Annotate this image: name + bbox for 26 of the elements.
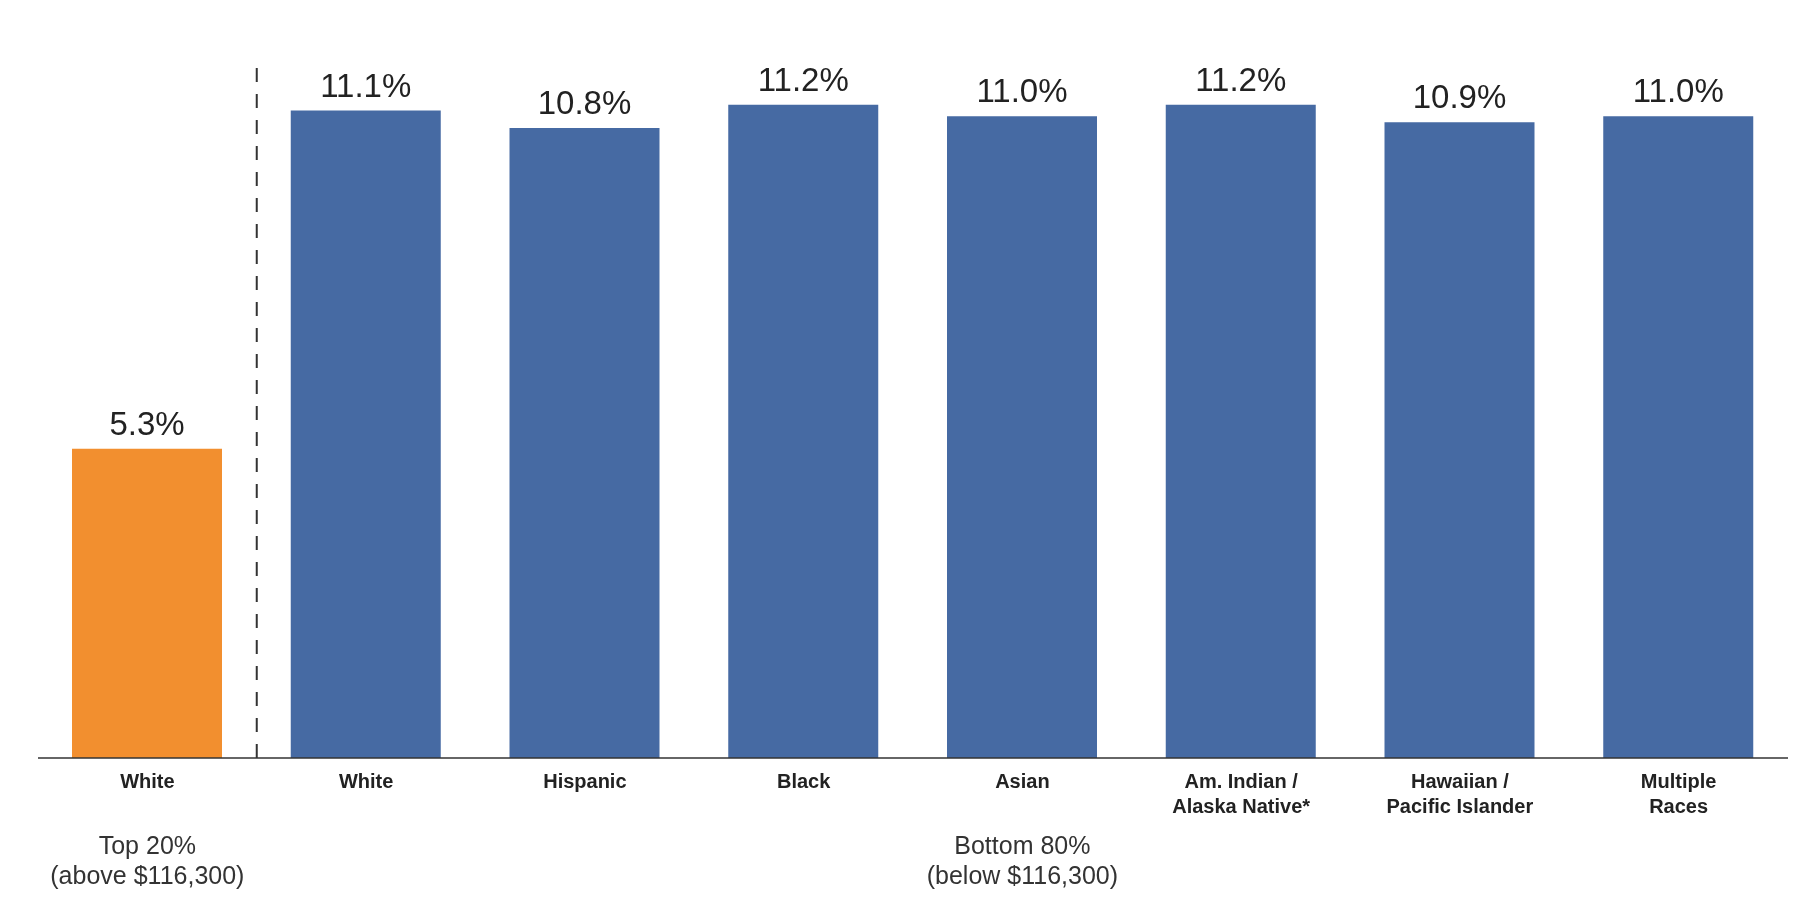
x-tick-label: Am. Indian / Alaska Native* bbox=[1172, 770, 1311, 817]
data-label: 11.0% bbox=[976, 72, 1068, 110]
bar bbox=[728, 104, 879, 758]
bar bbox=[1384, 122, 1535, 758]
x-tick-label: Hawaiian / Pacific Islander bbox=[1386, 770, 1534, 817]
bar bbox=[509, 128, 660, 758]
x-tick-label: Hispanic bbox=[543, 770, 627, 792]
x-tick-label: White bbox=[120, 770, 175, 792]
x-tick-label: Black bbox=[776, 770, 832, 792]
text: Bottom 80% (below $116,300) bbox=[925, 830, 1120, 890]
bar bbox=[290, 110, 441, 758]
x-tick-label: Asian bbox=[995, 770, 1050, 792]
data-label: 10.8% bbox=[537, 84, 632, 121]
data-label: 11.1% bbox=[320, 66, 412, 104]
x-tick-label: White bbox=[338, 770, 394, 792]
data-label: 10.9% bbox=[1412, 78, 1507, 116]
data-label: 11.0% bbox=[1632, 72, 1724, 110]
data-label: 5.3% bbox=[109, 404, 185, 442]
data-label: 11.2% bbox=[757, 60, 849, 98]
data-label: 11.2% bbox=[1195, 60, 1287, 98]
x-tick-label: Multiple Races bbox=[1640, 770, 1717, 817]
text: Top 20% (above $116,300) bbox=[49, 830, 246, 890]
bar bbox=[1165, 104, 1316, 758]
bar bbox=[947, 116, 1097, 758]
bar bbox=[72, 448, 222, 758]
bar bbox=[1603, 116, 1754, 758]
